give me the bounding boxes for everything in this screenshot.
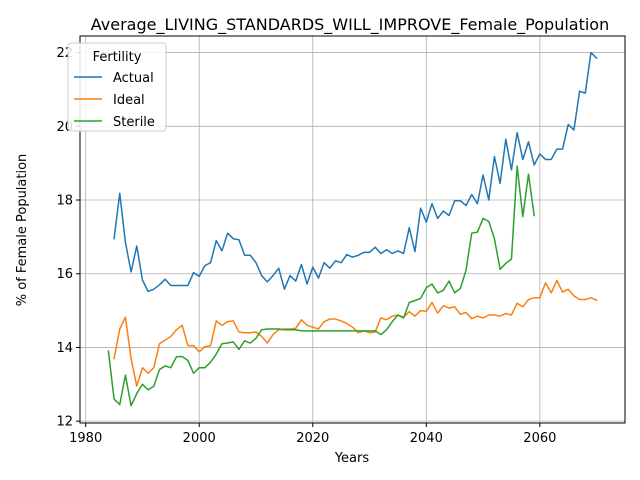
legend-title: Fertility [93, 50, 142, 65]
x-axis: 1980 2000 2020 2040 2060 [69, 423, 556, 446]
y-tick-label: 18 [56, 194, 73, 209]
x-axis-label: Years [334, 451, 370, 466]
legend-label-ideal: Ideal [113, 93, 145, 108]
legend-label-actual: Actual [113, 71, 154, 86]
series-layer [107, 51, 598, 407]
series-line-sterile [107, 165, 536, 407]
chart-title: Average_LIVING_STANDARDS_WILL_IMPROVE_Fe… [91, 15, 609, 35]
y-tick-label: 16 [56, 267, 73, 282]
x-tick-label: 2060 [523, 431, 556, 446]
series-line-ideal [113, 279, 598, 387]
legend-label-sterile: Sterile [113, 115, 155, 130]
series-line-actual [113, 51, 598, 293]
legend-box [67, 42, 167, 132]
plot-frame [79, 35, 626, 424]
y-tick-label: 14 [56, 341, 73, 356]
grid [80, 36, 625, 423]
x-tick-label: 2000 [183, 431, 216, 446]
y-tick-label: 12 [56, 415, 73, 430]
y-axis-label: % of Female Population [15, 154, 30, 307]
legend: Fertility Actual Ideal Sterile [67, 42, 167, 132]
x-tick-label: 2020 [296, 431, 329, 446]
x-tick-label: 2040 [410, 431, 443, 446]
x-tick-label: 1980 [69, 431, 102, 446]
